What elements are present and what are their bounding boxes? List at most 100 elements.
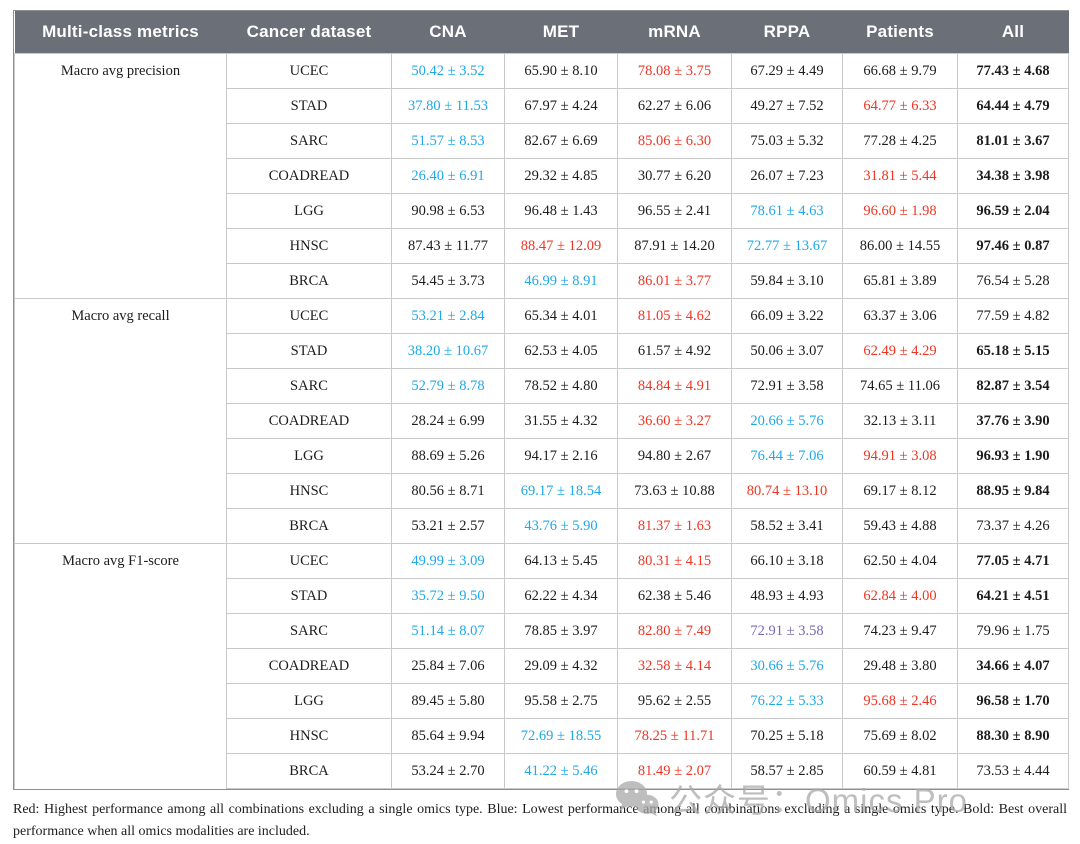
value-cell: 94.17 ± 2.16 <box>504 438 618 474</box>
multi-class-metrics-table: Multi-class metrics Cancer dataset CNA M… <box>14 11 1069 789</box>
table-row: SARC 51.14 ± 8.07 78.85 ± 3.97 82.80 ± 7.49… <box>15 613 1069 649</box>
value-cell: 80.31 ± 4.15 <box>617 543 732 579</box>
value-cell: 32.58 ± 4.14 <box>617 648 732 684</box>
value-cell: 53.24 ± 2.70 <box>391 753 505 789</box>
value-cell: 29.48 ± 3.80 <box>842 648 958 684</box>
value-cell: 81.01 ± 3.67 <box>957 123 1069 159</box>
value-cell: 64.77 ± 6.33 <box>842 88 958 124</box>
col-header-met: MET <box>504 11 618 54</box>
value-cell: 86.00 ± 14.55 <box>842 228 958 264</box>
value-cell: 30.66 ± 5.76 <box>731 648 843 684</box>
dataset-cell: LGG <box>226 193 392 229</box>
value-cell: 58.57 ± 2.85 <box>731 753 843 789</box>
value-cell: 94.80 ± 2.67 <box>617 438 732 474</box>
table-row: Macro avg F1-score UCEC 49.99 ± 3.09 64.13 … <box>14 543 1069 789</box>
value-cell: 65.18 ± 5.15 <box>957 333 1069 369</box>
metric-cell: Macro avg recall <box>14 298 227 544</box>
value-cell: 96.93 ± 1.90 <box>957 438 1069 474</box>
table-body: Macro avg precision UCEC 50.42 ± 3.52 65.90… <box>14 53 1069 789</box>
value-cell: 76.22 ± 5.33 <box>731 683 843 719</box>
value-cell: 48.93 ± 4.93 <box>731 578 843 614</box>
value-cell: 74.23 ± 9.47 <box>842 613 958 649</box>
value-cell: 26.40 ± 6.91 <box>391 158 505 194</box>
col-header-all: All <box>957 11 1069 54</box>
value-cell: 65.90 ± 8.10 <box>504 53 618 89</box>
value-cell: 75.03 ± 5.32 <box>731 123 843 159</box>
value-cell: 32.13 ± 3.11 <box>842 403 958 439</box>
value-cell: 88.69 ± 5.26 <box>391 438 505 474</box>
value-cell: 78.85 ± 3.97 <box>504 613 618 649</box>
table-row: BRCA 53.24 ± 2.70 41.22 ± 5.46 81.49 ± 2.07… <box>15 753 1069 789</box>
metric-cell: Macro avg F1-score <box>14 543 227 789</box>
dataset-cell: SARC <box>226 613 392 649</box>
value-cell: 66.09 ± 3.22 <box>731 298 843 334</box>
table-row: BRCA 53.21 ± 2.57 43.76 ± 5.90 81.37 ± 1.63… <box>15 508 1069 544</box>
table-row: LGG 88.69 ± 5.26 94.17 ± 2.16 94.80 ± 2.67 7… <box>15 438 1069 474</box>
dataset-cell: BRCA <box>226 263 392 299</box>
dataset-cell: HNSC <box>226 228 392 264</box>
value-cell: 64.13 ± 5.45 <box>504 543 618 579</box>
figure-caption: Red: Highest performance among all combi… <box>13 802 1067 840</box>
value-cell: 95.62 ± 2.55 <box>617 683 732 719</box>
value-cell: 31.55 ± 4.32 <box>504 403 618 439</box>
value-cell: 35.72 ± 9.50 <box>391 578 505 614</box>
value-cell: 59.84 ± 3.10 <box>731 263 843 299</box>
value-cell: 73.37 ± 4.26 <box>957 508 1069 544</box>
value-cell: 25.84 ± 7.06 <box>391 648 505 684</box>
value-cell: 78.25 ± 11.71 <box>617 718 732 754</box>
value-cell: 88.47 ± 12.09 <box>504 228 618 264</box>
value-cell: 29.09 ± 4.32 <box>504 648 618 684</box>
value-cell: 73.53 ± 4.44 <box>957 753 1069 789</box>
value-cell: 50.42 ± 3.52 <box>391 53 505 89</box>
value-cell: 87.91 ± 14.20 <box>617 228 732 264</box>
dataset-cell: UCEC <box>226 298 392 334</box>
value-cell: 26.07 ± 7.23 <box>731 158 843 194</box>
table-row: HNSC 87.43 ± 11.77 88.47 ± 12.09 87.91 ± 14… <box>15 228 1069 264</box>
dataset-cell: BRCA <box>226 508 392 544</box>
value-cell: 38.20 ± 10.67 <box>391 333 505 369</box>
table-row: Macro avg precision UCEC 50.42 ± 3.52 65.90… <box>14 53 1069 299</box>
value-cell: 81.37 ± 1.63 <box>617 508 732 544</box>
value-cell: 52.79 ± 8.78 <box>391 368 505 404</box>
value-cell: 77.59 ± 4.82 <box>957 298 1069 334</box>
value-cell: 86.01 ± 3.77 <box>617 263 732 299</box>
value-cell: 96.58 ± 1.70 <box>957 683 1069 719</box>
value-cell: 66.68 ± 9.79 <box>842 53 958 89</box>
value-cell: 69.17 ± 18.54 <box>504 473 618 509</box>
value-cell: 62.50 ± 4.04 <box>842 543 958 579</box>
value-cell: 58.52 ± 3.41 <box>731 508 843 544</box>
value-cell: 51.14 ± 8.07 <box>391 613 505 649</box>
value-cell: 90.98 ± 6.53 <box>391 193 505 229</box>
value-cell: 67.29 ± 4.49 <box>731 53 843 89</box>
value-cell: 77.05 ± 4.71 <box>957 543 1069 579</box>
value-cell: 37.76 ± 3.90 <box>957 403 1069 439</box>
value-cell: 34.66 ± 4.07 <box>957 648 1069 684</box>
dataset-cell: BRCA <box>226 753 392 789</box>
value-cell: 62.38 ± 5.46 <box>617 578 732 614</box>
value-cell: 63.37 ± 3.06 <box>842 298 958 334</box>
dataset-cell: SARC <box>226 123 392 159</box>
value-cell: 89.45 ± 5.80 <box>391 683 505 719</box>
value-cell: 95.58 ± 2.75 <box>504 683 618 719</box>
value-cell: 67.97 ± 4.24 <box>504 88 618 124</box>
table-row: COADREAD 26.40 ± 6.91 29.32 ± 4.85 30.77 ± … <box>15 158 1069 194</box>
value-cell: 62.22 ± 4.34 <box>504 578 618 614</box>
value-cell: 75.69 ± 8.02 <box>842 718 958 754</box>
value-cell: 77.43 ± 4.68 <box>957 53 1069 89</box>
value-cell: 62.49 ± 4.29 <box>842 333 958 369</box>
value-cell: 96.48 ± 1.43 <box>504 193 618 229</box>
dataset-cell: STAD <box>226 578 392 614</box>
table-row: SARC 52.79 ± 8.78 78.52 ± 4.80 84.84 ± 4.91… <box>15 368 1069 404</box>
dataset-cell: UCEC <box>226 53 392 89</box>
value-cell: 82.80 ± 7.49 <box>617 613 732 649</box>
table-header: Multi-class metrics Cancer dataset CNA M… <box>14 11 1069 54</box>
value-cell: 20.66 ± 5.76 <box>731 403 843 439</box>
col-header-cna: CNA <box>391 11 505 54</box>
value-cell: 65.81 ± 3.89 <box>842 263 958 299</box>
value-cell: 97.46 ± 0.87 <box>957 228 1069 264</box>
value-cell: 78.08 ± 3.75 <box>617 53 732 89</box>
header-row: Multi-class metrics Cancer dataset CNA M… <box>14 11 1069 54</box>
col-header-patients: Patients <box>842 11 958 54</box>
value-cell: 85.64 ± 9.94 <box>391 718 505 754</box>
dataset-cell: LGG <box>226 438 392 474</box>
